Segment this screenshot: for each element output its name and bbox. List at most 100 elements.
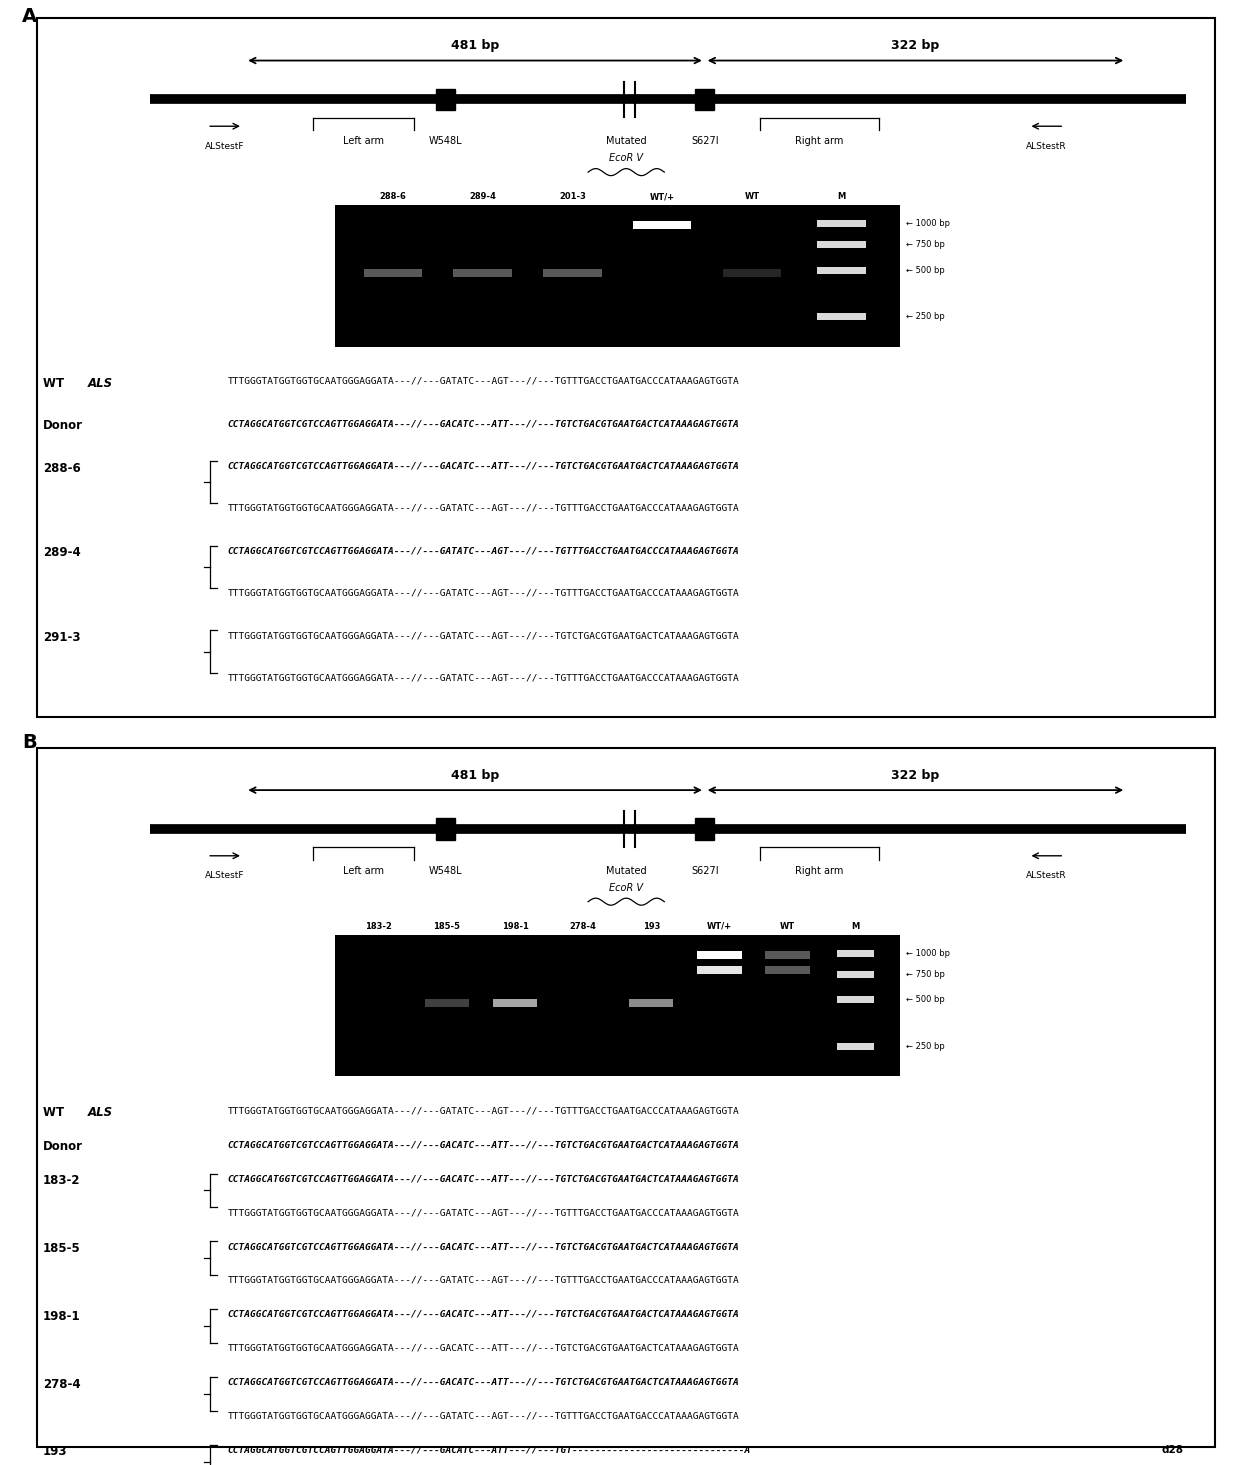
Bar: [697, 951, 742, 958]
Text: S627I: S627I: [691, 866, 718, 876]
FancyBboxPatch shape: [37, 18, 1215, 718]
Text: 183-2: 183-2: [43, 1175, 81, 1187]
Text: CCTAGGCATGGTCGTCCAGTTGGAGGATA---//---GATATC---AGT---//---TGTTTGACCTGAATGACCCATAA: CCTAGGCATGGTCGTCCAGTTGGAGGATA---//---GAT…: [227, 546, 739, 555]
Text: CCTAGGCATGGTCGTCCAGTTGGAGGATA---//---GACATC---ATT---//---TGTCTGACGTGAATGACTCATAA: CCTAGGCATGGTCGTCCAGTTGGAGGATA---//---GAC…: [227, 419, 739, 428]
Bar: [765, 951, 810, 958]
Bar: [817, 267, 867, 274]
Text: 278-4: 278-4: [43, 1377, 81, 1390]
Text: Donor: Donor: [43, 1140, 83, 1153]
Text: W548L: W548L: [429, 866, 463, 876]
Text: W548L: W548L: [429, 136, 463, 146]
Text: 289-4: 289-4: [43, 546, 81, 560]
Text: ← 1000 bp: ← 1000 bp: [906, 949, 950, 958]
Text: 198-1: 198-1: [502, 921, 528, 930]
Text: CCTAGGCATGGTCGTCCAGTTGGAGGATA---//---GACATC---ATT---//---TGTCTGACGTGAATGACTCATAA: CCTAGGCATGGTCGTCCAGTTGGAGGATA---//---GAC…: [227, 1377, 739, 1386]
Text: 322 bp: 322 bp: [892, 40, 940, 53]
Bar: [817, 220, 867, 227]
Text: EcoR V: EcoR V: [609, 882, 644, 892]
Text: ← 1000 bp: ← 1000 bp: [906, 220, 950, 229]
Text: TTTGGGTATGGTGGTGCAATGGGAGGATA---//---GATATC---AGT---//---TGTTTGACCTGAATGACCCATAA: TTTGGGTATGGTGGTGCAATGGGAGGATA---//---GAT…: [227, 589, 739, 598]
Bar: [335, 935, 900, 1077]
Bar: [543, 270, 601, 277]
Bar: [335, 205, 900, 347]
Text: TTTGGGTATGGTGGTGCAATGGGAGGATA---//---GATATC---AGT---//---TGTTTGACCTGAATGACCCATAA: TTTGGGTATGGTGGTGCAATGGGAGGATA---//---GAT…: [227, 504, 739, 513]
Text: B: B: [22, 732, 37, 752]
Bar: [363, 270, 422, 277]
Text: Right arm: Right arm: [795, 136, 843, 146]
Text: TTTGGGTATGGTGGTGCAATGGGAGGATA---//---GATATC---AGT---//---TGTTTGACCTGAATGACCCATAA: TTTGGGTATGGTGGTGCAATGGGAGGATA---//---GAT…: [227, 377, 739, 385]
Text: ALStestR: ALStestR: [1025, 872, 1066, 880]
Bar: [696, 89, 714, 110]
Text: WT/+: WT/+: [707, 921, 732, 930]
Text: 289-4: 289-4: [469, 192, 496, 201]
Text: CCTAGGCATGGTCGTCCAGTTGGAGGATA---//---GACATC---ATT---//---TGTCTGACGTGAATGACTCATAA: CCTAGGCATGGTCGTCCAGTTGGAGGATA---//---GAC…: [227, 1175, 739, 1184]
Bar: [425, 999, 469, 1006]
Text: TTTGGGTATGGTGGTGCAATGGGAGGATA---//---GATATC---AGT---//---TGTTTGACCTGAATGACCCATAA: TTTGGGTATGGTGGTGCAATGGGAGGATA---//---GAT…: [227, 1106, 739, 1115]
Text: ← 500 bp: ← 500 bp: [906, 995, 945, 1005]
Bar: [696, 819, 714, 839]
Bar: [494, 999, 537, 1006]
Text: TTTGGGTATGGTGGTGCAATGGGAGGATA---//---GATATC---AGT---//---TGTTTGACCTGAATGACCCATAA: TTTGGGTATGGTGGTGCAATGGGAGGATA---//---GAT…: [227, 1276, 739, 1285]
Text: ALStestR: ALStestR: [1025, 142, 1066, 151]
Text: 193: 193: [642, 921, 660, 930]
Text: 288-6: 288-6: [379, 192, 407, 201]
Text: WT: WT: [780, 921, 795, 930]
Text: ← 750 bp: ← 750 bp: [906, 970, 945, 979]
Text: ← 250 bp: ← 250 bp: [906, 1042, 945, 1050]
Text: 288-6: 288-6: [43, 461, 81, 475]
Bar: [697, 967, 742, 974]
Bar: [837, 1043, 874, 1050]
Text: 322 bp: 322 bp: [892, 769, 940, 782]
Text: CCTAGGCATGGTCGTCCAGTTGGAGGATA---//---GACATC---ATT---//---TGTCTGACGTGAATGACTCATAA: CCTAGGCATGGTCGTCCAGTTGGAGGATA---//---GAC…: [227, 1242, 739, 1251]
Text: M: M: [837, 192, 846, 201]
Text: 481 bp: 481 bp: [451, 40, 500, 53]
Text: ← 500 bp: ← 500 bp: [906, 265, 945, 275]
Text: ← 250 bp: ← 250 bp: [906, 312, 945, 321]
Text: WT/+: WT/+: [650, 192, 675, 201]
Text: 185-5: 185-5: [43, 1242, 81, 1256]
Text: 481 bp: 481 bp: [451, 769, 500, 782]
Text: A: A: [22, 7, 37, 26]
Text: ALStestF: ALStestF: [206, 142, 244, 151]
Text: S627I: S627I: [691, 136, 718, 146]
Bar: [454, 270, 512, 277]
Text: WT: WT: [43, 377, 68, 390]
Bar: [632, 221, 692, 229]
Bar: [629, 999, 673, 1006]
Text: TTTGGGTATGGTGGTGCAATGGGAGGATA---//---GATATC---AGT---//---TGTCTGACGTGAATGACTCATAA: TTTGGGTATGGTGGTGCAATGGGAGGATA---//---GAT…: [227, 631, 739, 640]
Text: M: M: [852, 921, 859, 930]
Text: ALS: ALS: [88, 1106, 113, 1119]
Text: TTTGGGTATGGTGGTGCAATGGGAGGATA---//---GACATC---ATT---//---TGTCTGACGTGAATGACTCATAA: TTTGGGTATGGTGGTGCAATGGGAGGATA---//---GAC…: [227, 1343, 739, 1352]
Bar: [837, 996, 874, 1004]
Bar: [435, 819, 455, 839]
Text: ALS: ALS: [88, 377, 113, 390]
Text: EcoR V: EcoR V: [609, 152, 644, 163]
Text: CCTAGGCATGGTCGTCCAGTTGGAGGATA---//---GACATC---ATT---//---TGT--------------------: CCTAGGCATGGTCGTCCAGTTGGAGGATA---//---GAC…: [227, 1446, 750, 1455]
Text: 185-5: 185-5: [434, 921, 460, 930]
Text: ALStestF: ALStestF: [206, 872, 244, 880]
Text: 193: 193: [43, 1446, 67, 1458]
Text: TTTGGGTATGGTGGTGCAATGGGAGGATA---//---GATATC---AGT---//---TGTTTGACCTGAATGACCCATAA: TTTGGGTATGGTGGTGCAATGGGAGGATA---//---GAT…: [227, 1209, 739, 1217]
Bar: [723, 270, 781, 277]
Text: CCTAGGCATGGTCGTCCAGTTGGAGGATA---//---GACATC---ATT---//---TGTCTGACGTGAATGACTCATAA: CCTAGGCATGGTCGTCCAGTTGGAGGATA---//---GAC…: [227, 1140, 739, 1150]
Text: CCTAGGCATGGTCGTCCAGTTGGAGGATA---//---GACATC---ATT---//---TGTCTGACGTGAATGACTCATAA: CCTAGGCATGGTCGTCCAGTTGGAGGATA---//---GAC…: [227, 1310, 739, 1318]
Bar: [435, 89, 455, 110]
Text: Donor: Donor: [43, 419, 83, 432]
Text: Mutated: Mutated: [606, 866, 646, 876]
Text: d28: d28: [1162, 1446, 1184, 1455]
FancyBboxPatch shape: [37, 747, 1215, 1447]
Bar: [837, 949, 874, 957]
Text: Mutated: Mutated: [606, 136, 646, 146]
Text: Right arm: Right arm: [795, 866, 843, 876]
Bar: [817, 242, 867, 248]
Text: 278-4: 278-4: [569, 921, 596, 930]
Text: WT: WT: [744, 192, 759, 201]
Text: TTTGGGTATGGTGGTGCAATGGGAGGATA---//---GATATC---AGT---//---TGTTTGACCTGAATGACCCATAA: TTTGGGTATGGTGGTGCAATGGGAGGATA---//---GAT…: [227, 674, 739, 683]
Text: Left arm: Left arm: [343, 136, 384, 146]
Text: 198-1: 198-1: [43, 1310, 81, 1323]
Text: CCTAGGCATGGTCGTCCAGTTGGAGGATA---//---GACATC---ATT---//---TGTCTGACGTGAATGACTCATAA: CCTAGGCATGGTCGTCCAGTTGGAGGATA---//---GAC…: [227, 461, 739, 470]
Text: 201-3: 201-3: [559, 192, 585, 201]
Text: 183-2: 183-2: [366, 921, 392, 930]
Text: WT: WT: [43, 1106, 68, 1119]
Bar: [837, 971, 874, 977]
